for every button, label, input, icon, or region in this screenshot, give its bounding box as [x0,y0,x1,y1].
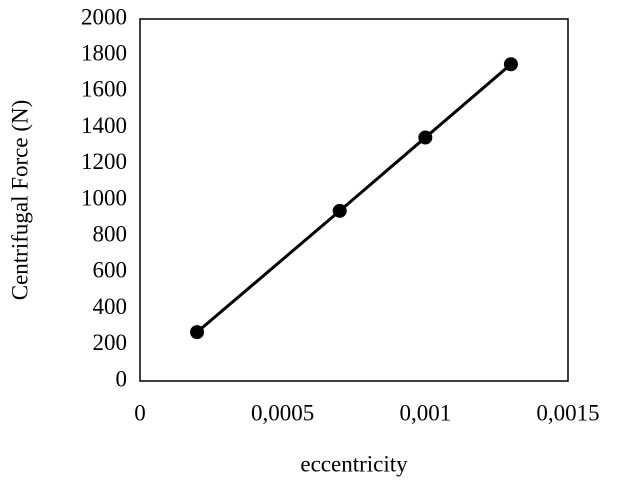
y-tick-label: 2000 [81,4,127,29]
y-tick-label: 200 [93,330,128,355]
marker [503,57,518,72]
plot-frame [139,18,569,382]
x-axis-label: eccentricity [300,451,408,476]
y-tick-label: 600 [93,258,128,283]
marker [332,203,347,218]
y-tick-label: 1200 [81,149,127,174]
x-tick-label: 0,0005 [251,400,314,425]
y-tick-label: 1800 [81,40,127,65]
y-tick-label: 1400 [81,113,127,138]
x-tick-label: 0 [134,400,146,425]
y-tick-label: 800 [93,221,128,246]
y-tick-label: 1000 [81,185,127,210]
series-line [196,63,512,334]
y-tick-label: 400 [93,294,128,319]
x-tick-label: 0,0015 [536,400,599,425]
x-tick-label: 0,001 [399,400,451,425]
y-tick-label: 1600 [81,77,127,102]
marker [418,130,433,145]
marker [190,325,205,340]
y-axis-label: Centrifugal Force (N) [7,100,32,301]
y-tick-label: 0 [116,366,128,391]
